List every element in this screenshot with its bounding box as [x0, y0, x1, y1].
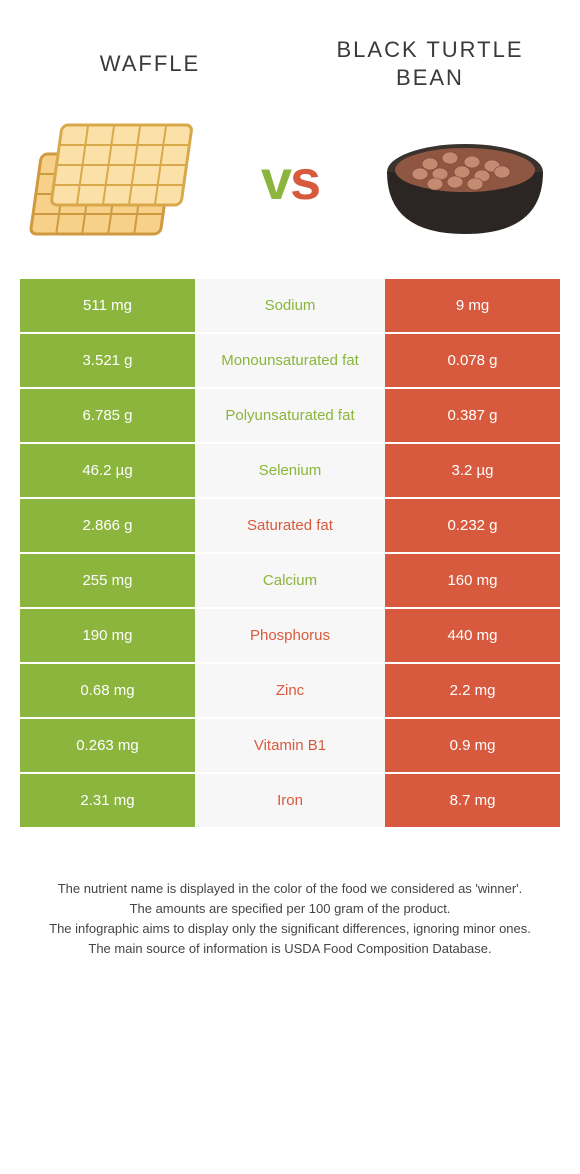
nutrient-row: 255 mgCalcium160 mg [20, 554, 560, 609]
nutrient-name: Saturated fat [195, 499, 385, 552]
vs-v: v [261, 148, 290, 211]
right-value: 0.078 g [385, 334, 560, 387]
left-food-title: Waffle [24, 50, 276, 78]
left-value: 3.521 g [20, 334, 195, 387]
left-value: 46.2 µg [20, 444, 195, 497]
nutrient-row: 190 mgPhosphorus440 mg [20, 609, 560, 664]
right-value: 440 mg [385, 609, 560, 662]
hero-row: vs [0, 109, 580, 279]
left-value: 6.785 g [20, 389, 195, 442]
nutrient-row: 2.31 mgIron8.7 mg [20, 774, 560, 829]
nutrient-name: Polyunsaturated fat [195, 389, 385, 442]
nutrient-row: 511 mgSodium9 mg [20, 279, 560, 334]
header: Waffle Black Turtle Bean [0, 0, 580, 109]
vs-label: vs [261, 147, 319, 212]
nutrient-row: 3.521 gMonounsaturated fat0.078 g [20, 334, 560, 389]
waffle-image [20, 109, 210, 249]
right-value: 0.387 g [385, 389, 560, 442]
nutrient-name: Sodium [195, 279, 385, 332]
footer-line-3: The infographic aims to display only the… [30, 919, 550, 939]
nutrient-row: 46.2 µgSelenium3.2 µg [20, 444, 560, 499]
left-value: 0.263 mg [20, 719, 195, 772]
right-value: 0.232 g [385, 499, 560, 552]
beans-image [370, 109, 560, 249]
left-value: 2.31 mg [20, 774, 195, 827]
nutrient-name: Vitamin B1 [195, 719, 385, 772]
left-value: 2.866 g [20, 499, 195, 552]
nutrient-name: Selenium [195, 444, 385, 497]
footer-line-2: The amounts are specified per 100 gram o… [30, 899, 550, 919]
nutrient-name: Monounsaturated fat [195, 334, 385, 387]
footer-line-1: The nutrient name is displayed in the co… [30, 879, 550, 899]
right-value: 9 mg [385, 279, 560, 332]
nutrient-table: 511 mgSodium9 mg3.521 gMonounsaturated f… [20, 279, 560, 829]
right-value: 160 mg [385, 554, 560, 607]
right-value: 3.2 µg [385, 444, 560, 497]
nutrient-name: Phosphorus [195, 609, 385, 662]
nutrient-row: 2.866 gSaturated fat0.232 g [20, 499, 560, 554]
left-value: 255 mg [20, 554, 195, 607]
footer-line-4: The main source of information is USDA F… [30, 939, 550, 959]
nutrient-row: 0.263 mgVitamin B10.9 mg [20, 719, 560, 774]
footer-notes: The nutrient name is displayed in the co… [0, 829, 580, 960]
nutrient-name: Zinc [195, 664, 385, 717]
left-value: 511 mg [20, 279, 195, 332]
right-value: 8.7 mg [385, 774, 560, 827]
right-value: 2.2 mg [385, 664, 560, 717]
nutrient-name: Calcium [195, 554, 385, 607]
left-value: 0.68 mg [20, 664, 195, 717]
nutrient-row: 6.785 gPolyunsaturated fat0.387 g [20, 389, 560, 444]
nutrient-name: Iron [195, 774, 385, 827]
nutrient-row: 0.68 mgZinc2.2 mg [20, 664, 560, 719]
vs-s: s [290, 148, 319, 211]
right-value: 0.9 mg [385, 719, 560, 772]
right-food-title: Black Turtle Bean [304, 36, 556, 91]
left-value: 190 mg [20, 609, 195, 662]
